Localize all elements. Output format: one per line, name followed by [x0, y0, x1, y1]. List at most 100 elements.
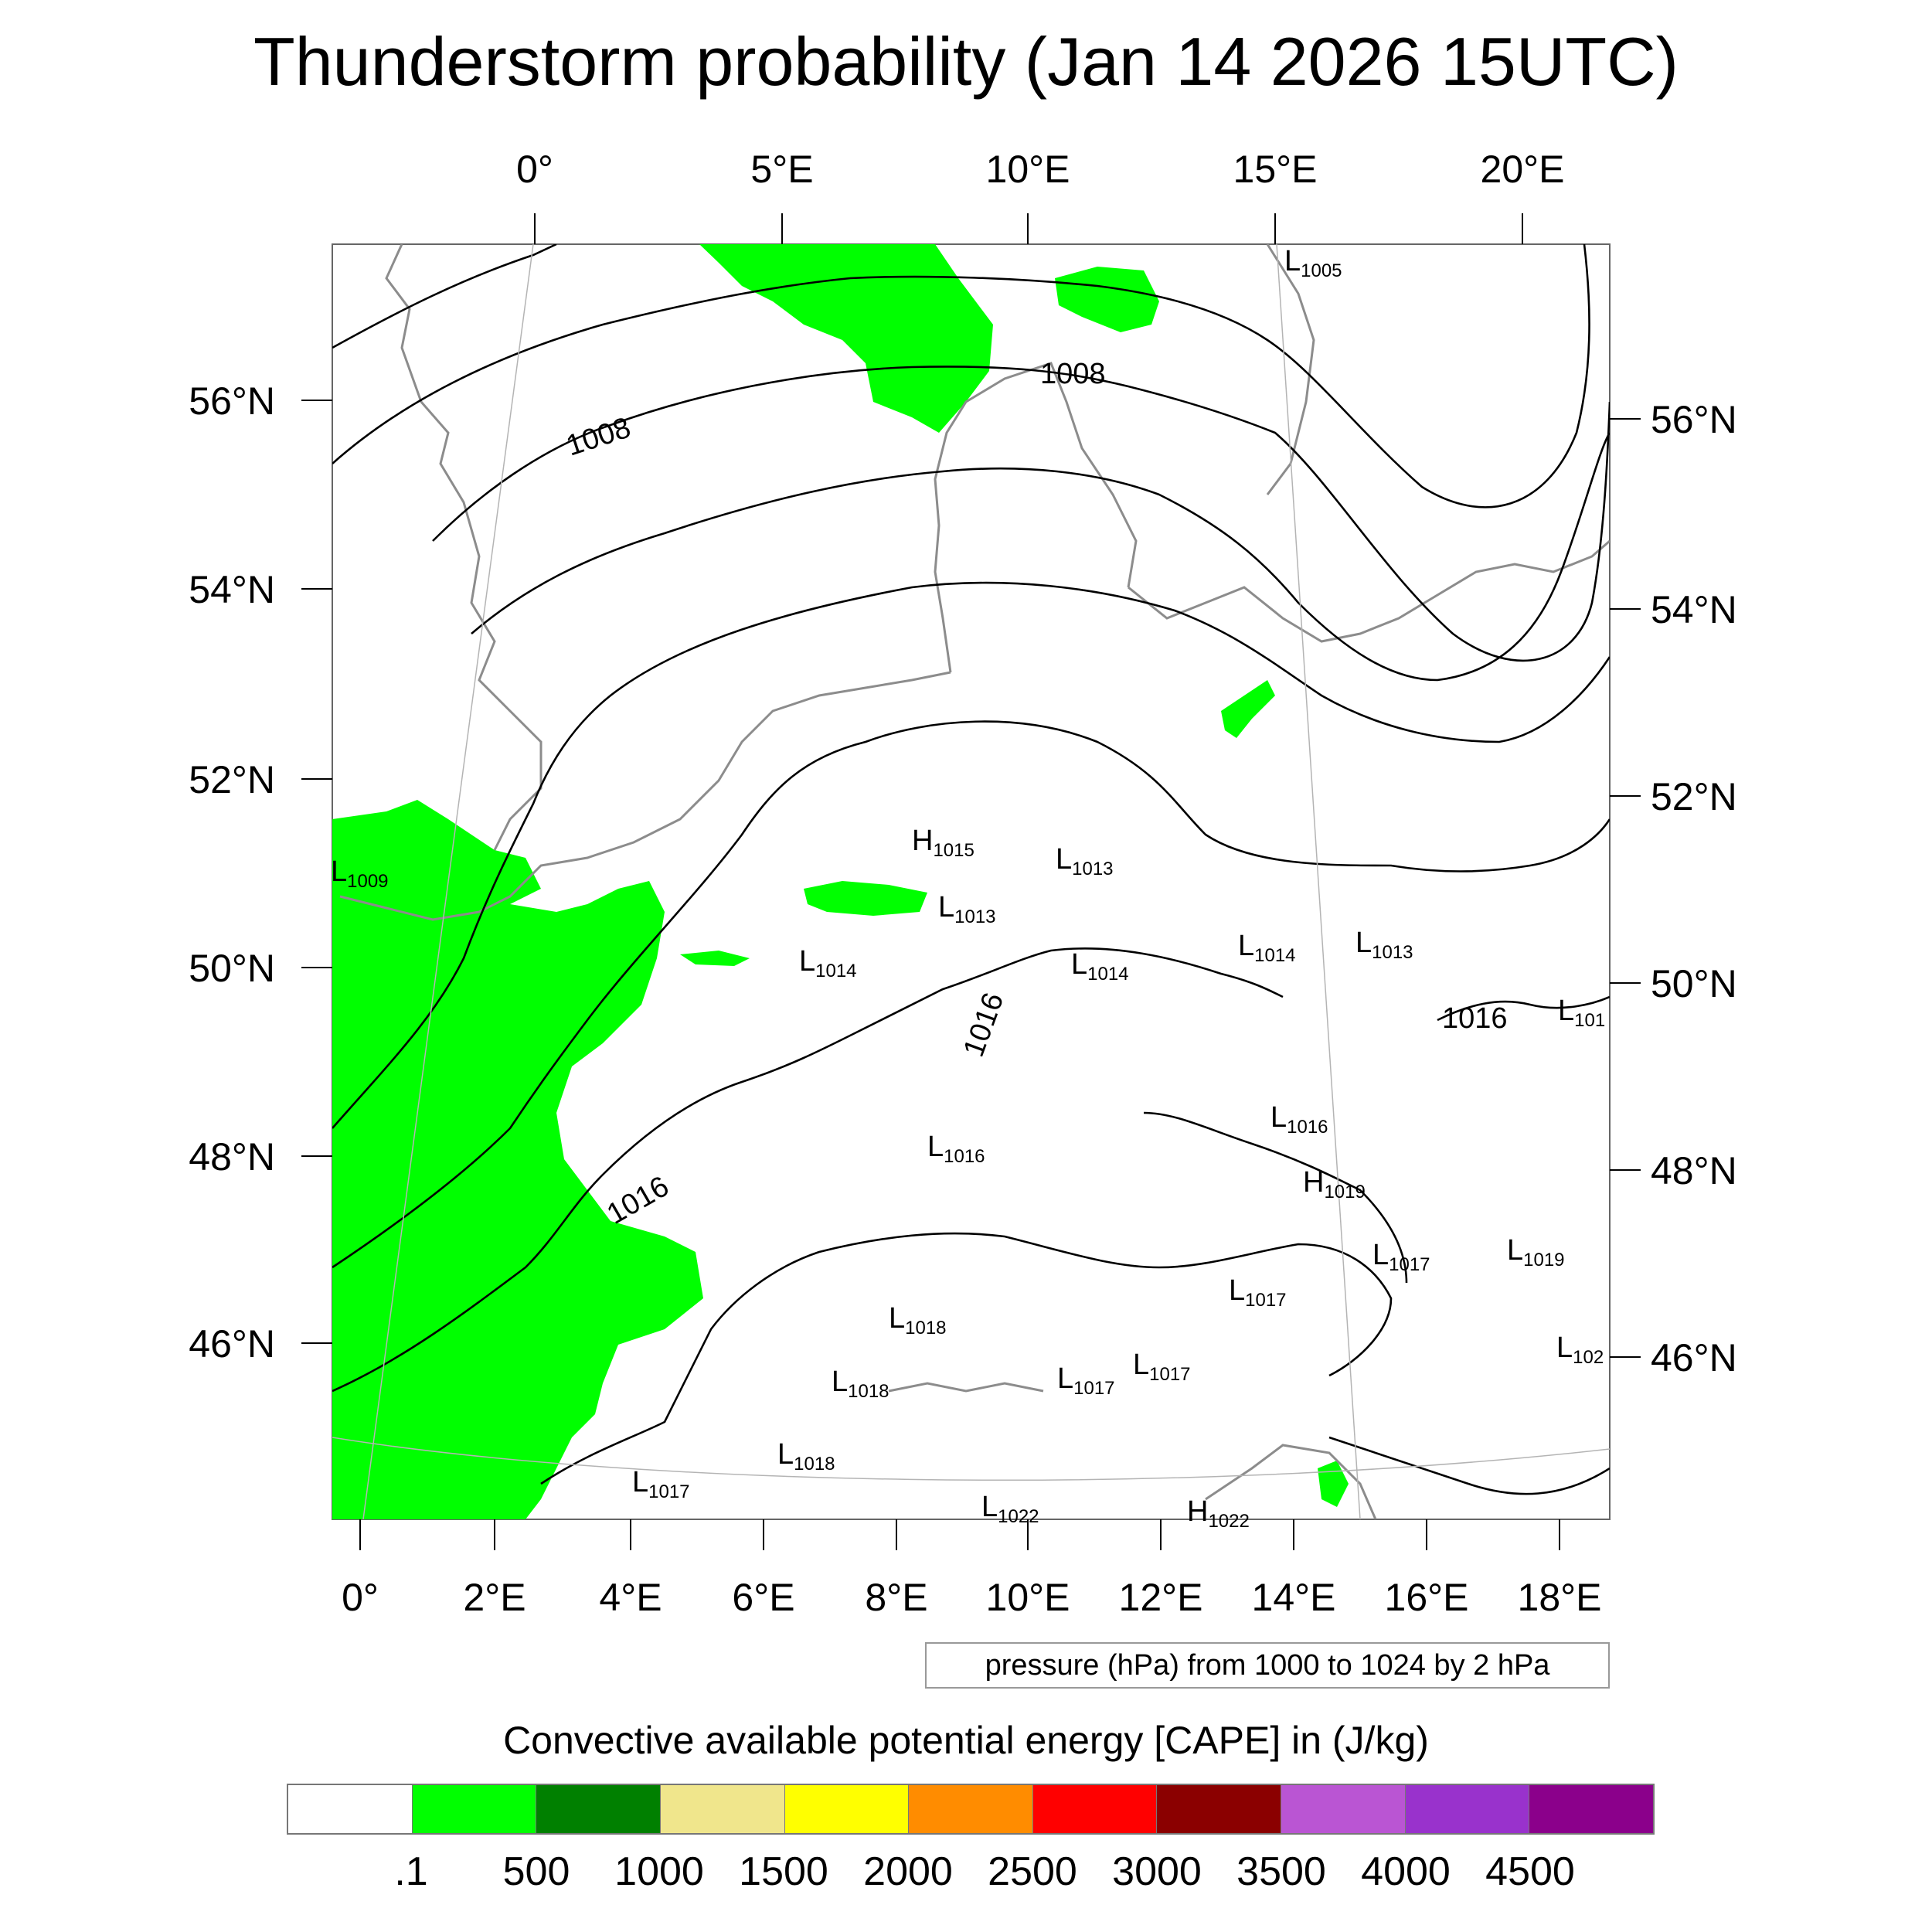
- colorbar-title: Convective available potential energy [C…: [503, 1719, 1429, 1762]
- colorbar-label: 4000: [1361, 1849, 1451, 1894]
- isobar-1020: [1328, 1436, 1610, 1495]
- colorbar-swatch: [784, 1785, 909, 1833]
- right-lat-labels: 56°N 54°N 52°N 50°N 48°N 46°N: [1651, 398, 1737, 1379]
- pressure-center: L102: [1556, 1332, 1604, 1368]
- isobar-1004: [332, 244, 557, 349]
- right-lat-label: 46°N: [1651, 1336, 1737, 1379]
- isobar-1014: [332, 720, 1610, 1269]
- cape-region-paris: [680, 951, 750, 966]
- coastline-britain: [385, 244, 543, 851]
- isobar-1006: [332, 244, 1590, 509]
- colorbar-swatch: [536, 1785, 660, 1833]
- colorbar-label: 500: [502, 1849, 570, 1894]
- colorbar-label: 2500: [988, 1849, 1077, 1894]
- pressure-center: L1018: [777, 1438, 835, 1475]
- pressure-center: L1013: [1056, 843, 1114, 879]
- isobars: [332, 244, 1610, 1495]
- pressure-center: L1016: [1270, 1101, 1328, 1138]
- isobar-1018b: [1143, 1111, 1408, 1284]
- left-lat-label: 48°N: [189, 1135, 275, 1179]
- bottom-lon-label: 8°E: [865, 1576, 927, 1619]
- pressure-center: H1019: [1303, 1166, 1366, 1202]
- top-lon-label: 20°E: [1481, 148, 1565, 191]
- bottom-lon-label: 0°: [342, 1576, 379, 1619]
- right-lat-label: 54°N: [1651, 588, 1737, 631]
- colorbar-label: .1: [394, 1849, 428, 1894]
- bottom-lon-label: 6°E: [732, 1576, 794, 1619]
- coastlines: [339, 244, 1610, 1519]
- pressure-center: L1017: [1057, 1362, 1115, 1399]
- pressure-center: H1015: [912, 825, 975, 861]
- coastline-denmark: [934, 362, 1138, 673]
- pressure-center: L1018: [832, 1366, 889, 1402]
- pressure-center: L1014: [1071, 948, 1129, 985]
- meridian-0: [362, 244, 534, 1519]
- coastline-adriatic: [1205, 1444, 1377, 1519]
- pressure-center: L1013: [938, 891, 996, 927]
- pressure-center: L1014: [799, 945, 857, 981]
- top-lon-label: 5°E: [750, 148, 813, 191]
- bottom-lon-label: 4°E: [599, 1576, 662, 1619]
- bottom-lon-labels: 0° 2°E 4°E 6°E 8°E 10°E 12°E 14°E 16°E 1…: [342, 1576, 1601, 1619]
- bottom-lon-label: 18°E: [1518, 1576, 1602, 1619]
- cape-region-northsea: [699, 244, 993, 433]
- meridian-15: [1276, 244, 1361, 1519]
- map-title: Thunderstorm probability (Jan 14 2026 15…: [253, 23, 1679, 100]
- colorbar-swatch: [411, 1785, 536, 1833]
- coastline-baltic: [1128, 539, 1610, 643]
- pressure-center: L1019: [1507, 1234, 1565, 1270]
- top-lon-label: 0°: [516, 148, 553, 191]
- colorbar-swatch: [1404, 1785, 1529, 1833]
- bottom-lon-label: 2°E: [463, 1576, 526, 1619]
- pressure-centers: L1005 L1009 H1015 L1013 L1013 L1014 L101…: [331, 245, 1605, 1532]
- pressure-note: pressure (hPa) from 1000 to 1024 by 2 hP…: [925, 1642, 1610, 1689]
- right-lat-label: 56°N: [1651, 398, 1737, 441]
- colorbar-label: 3000: [1112, 1849, 1202, 1894]
- coastline-france-benelux: [339, 671, 951, 921]
- isobar-1012: [332, 581, 1610, 1129]
- left-lat-label: 46°N: [189, 1322, 275, 1366]
- pressure-center: L1017: [1229, 1274, 1287, 1311]
- pressure-center: L1017: [1133, 1349, 1191, 1385]
- pressure-center: L1017: [632, 1466, 690, 1502]
- bottom-lon-label: 12°E: [1119, 1576, 1203, 1619]
- pressure-center: L1016: [927, 1131, 985, 1167]
- top-lon-label: 10°E: [986, 148, 1070, 191]
- isobar-1016a: [332, 947, 1284, 1393]
- isobar-label: 1008: [1040, 358, 1106, 390]
- colorbar: [287, 1784, 1655, 1835]
- colorbar-swatch: [1156, 1785, 1281, 1833]
- colorbar-label: 1000: [614, 1849, 704, 1894]
- pressure-center: L1022: [981, 1491, 1039, 1527]
- colorbar-swatch: [908, 1785, 1032, 1833]
- left-lat-label: 50°N: [189, 947, 275, 990]
- colorbar-label: 1500: [739, 1849, 828, 1894]
- isobar-label: 1016: [1442, 1002, 1508, 1035]
- left-lat-label: 54°N: [189, 568, 275, 611]
- isobar-1008: [432, 366, 1610, 662]
- graticule: [332, 244, 1610, 1519]
- isobar-1018: [540, 1232, 1393, 1485]
- left-lat-labels: 56°N 54°N 52°N 50°N 48°N 46°N: [189, 379, 275, 1366]
- isobar-1010: [471, 432, 1610, 682]
- cape-region-skagerrak: [1055, 267, 1159, 332]
- colorbar-swatch: [1032, 1785, 1157, 1833]
- right-lat-label: 50°N: [1651, 962, 1737, 1005]
- isobar-1016b: [1437, 995, 1610, 1022]
- colorbar-labels: .1 500 1000 1500 2000 2500 3000 3500 400…: [0, 1849, 1932, 1903]
- bottom-lon-label: 14°E: [1252, 1576, 1336, 1619]
- colorbar-swatch: [288, 1785, 412, 1833]
- pressure-center: L101: [1558, 995, 1605, 1031]
- colorbar-label: 2000: [863, 1849, 953, 1894]
- colorbar-swatch: [659, 1785, 784, 1833]
- right-lat-label: 48°N: [1651, 1149, 1737, 1192]
- pressure-center: L1005: [1284, 245, 1342, 281]
- right-lat-label: 52°N: [1651, 775, 1737, 818]
- left-lat-label: 56°N: [189, 379, 275, 423]
- cape-region-poland: [1221, 680, 1275, 738]
- pressure-center: L1013: [1355, 927, 1413, 963]
- coastline-ligurian: [888, 1382, 1044, 1393]
- colorbar-label: 4500: [1485, 1849, 1575, 1894]
- pressure-center: L1018: [889, 1302, 947, 1338]
